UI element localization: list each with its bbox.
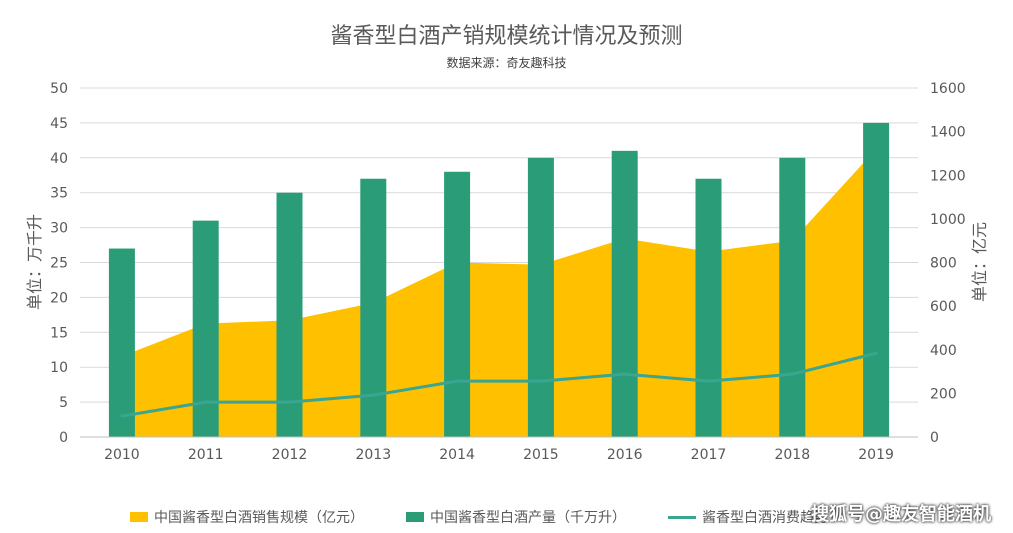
bar-output	[444, 171, 471, 437]
line-trend-point	[790, 372, 794, 376]
line-trend-point	[288, 400, 291, 404]
legend-label-output: 中国酱香型白酒产量（千万升）	[430, 510, 626, 526]
y-right-tick-label: 800	[930, 256, 957, 272]
chart-subtitle: 数据来源：奇友趣科技	[446, 56, 567, 70]
y-left-tick-label: 5	[59, 395, 68, 411]
y-right-tick-label: 400	[930, 343, 957, 359]
y-axis-left-label: 单位：万千升	[25, 214, 44, 310]
legend-label-sales: 中国酱香型白酒销售规模（亿元）	[154, 510, 364, 526]
plot-area: 0 5 10 15 20 25 30 35 40 45 50 0 200 400 600 800 1000 120…	[25, 81, 989, 463]
y-left-tick-label: 25	[50, 256, 68, 272]
line-trend-point	[623, 372, 627, 376]
legend: 中国酱香型白酒销售规模（亿元） 中国酱香型白酒产量（千万升） 酱香型白酒消费趋势	[130, 506, 870, 528]
chart-title: 酱香型白酒产销规模统计情况及预测	[330, 24, 683, 49]
line-trend-point	[371, 393, 375, 397]
bar-output	[611, 150, 638, 437]
y-left-tick-label: 0	[59, 430, 68, 446]
x-tick-label: 2019	[858, 447, 894, 463]
y-left-tick-label: 40	[50, 151, 68, 167]
x-tick-label: 2010	[104, 447, 140, 463]
x-tick-label: 2018	[774, 447, 810, 463]
legend-swatch-sales	[130, 512, 148, 522]
bar-output	[779, 157, 806, 438]
legend-swatch-trend	[668, 515, 696, 519]
x-tick-label: 2013	[355, 447, 391, 463]
line-trend-point	[455, 379, 459, 383]
y-right-tick-label: 1400	[930, 125, 966, 141]
y-left-tick-label: 35	[50, 186, 68, 202]
y-left-tick-label: 30	[50, 221, 68, 237]
y-right-tick-label: 600	[930, 299, 957, 315]
x-tick-label: 2015	[523, 447, 559, 463]
legend-label-trend: 酱香型白酒消费趋势	[702, 510, 828, 526]
bar-output	[527, 157, 554, 438]
legend-item-output: 中国酱香型白酒产量（千万升）	[406, 507, 626, 527]
line-trend-point	[204, 400, 208, 404]
y-left-tick-label: 45	[50, 116, 68, 132]
bar-output	[863, 122, 890, 438]
y-left-tick-label: 10	[50, 360, 68, 376]
bar-output	[695, 178, 722, 438]
y-right-tick-label: 200	[930, 386, 957, 402]
bar-output	[276, 192, 303, 437]
x-tick-label: 2016	[607, 447, 643, 463]
bar-output	[108, 248, 135, 437]
x-tick-label: 2011	[188, 447, 224, 463]
y-right-tick-label: 1200	[930, 168, 966, 184]
legend-item-trend: 酱香型白酒消费趋势	[668, 507, 828, 527]
y-left-tick-label: 50	[50, 81, 68, 97]
x-tick-label: 2012	[272, 447, 308, 463]
line-trend-point	[120, 414, 124, 418]
watermark: 搜狐号@趣友智能酒机	[811, 504, 991, 525]
y-axis-right-label: 单位：亿元	[970, 222, 989, 302]
line-trend-point	[874, 351, 878, 355]
legend-item-sales: 中国酱香型白酒销售规模（亿元）	[130, 507, 364, 527]
y-right-tick-label: 0	[930, 430, 939, 446]
line-trend-point	[539, 379, 543, 383]
line-trend-point	[707, 379, 710, 383]
area-sales-series	[121, 149, 877, 437]
y-left-tick-label: 15	[50, 325, 68, 341]
legend-swatch-output	[406, 512, 424, 522]
x-tick-label: 2017	[691, 447, 727, 463]
x-tick-label: 2014	[439, 447, 475, 463]
bar-output	[360, 178, 387, 438]
y-right-tick-label: 1600	[930, 81, 966, 97]
y-right-tick-label: 1000	[930, 212, 966, 228]
y-left-tick-label: 20	[50, 290, 68, 306]
line-trend-series	[121, 351, 877, 418]
